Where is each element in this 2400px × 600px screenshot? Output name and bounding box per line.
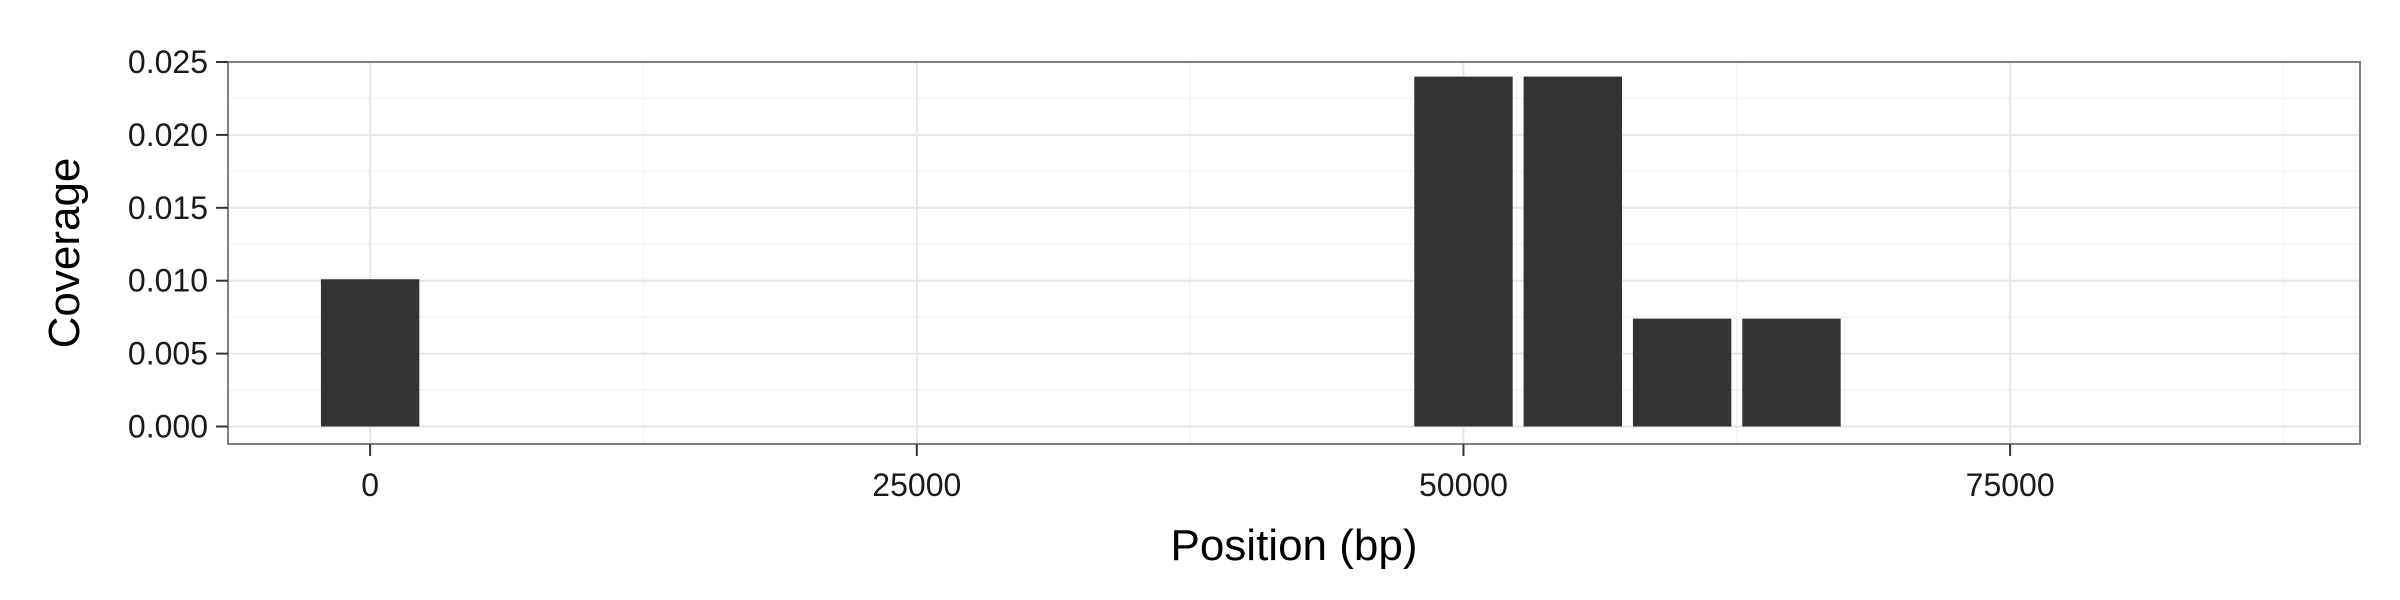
bar (1632, 318, 1732, 427)
bar (1742, 318, 1841, 427)
bar (1523, 76, 1622, 427)
y-tick-label: 0.025 (128, 44, 208, 80)
x-tick-label: 0 (361, 467, 379, 503)
y-tick-label: 0.010 (128, 263, 208, 299)
axes: 0.000 0.005 0.010 0.015 0.020 0.025 0 25000 5000… (128, 44, 2055, 503)
plot-panel-border (227, 61, 2361, 445)
y-axis-title: Coverage (40, 158, 89, 349)
y-tick-label: 0.020 (128, 117, 208, 153)
y-tick-label: 0.005 (128, 336, 208, 372)
bar (320, 279, 420, 427)
x-axis-title: Position (bp) (1170, 521, 1417, 570)
y-tick-label: 0.015 (128, 190, 208, 226)
x-tick-label: 75000 (1966, 467, 2055, 503)
grid-lines (228, 61, 2360, 444)
bars (320, 76, 1841, 427)
y-tick-label: 0.000 (128, 409, 208, 445)
x-tick-label: 50000 (1419, 467, 1508, 503)
bar (1414, 76, 1513, 427)
x-tick-label: 25000 (872, 467, 961, 503)
